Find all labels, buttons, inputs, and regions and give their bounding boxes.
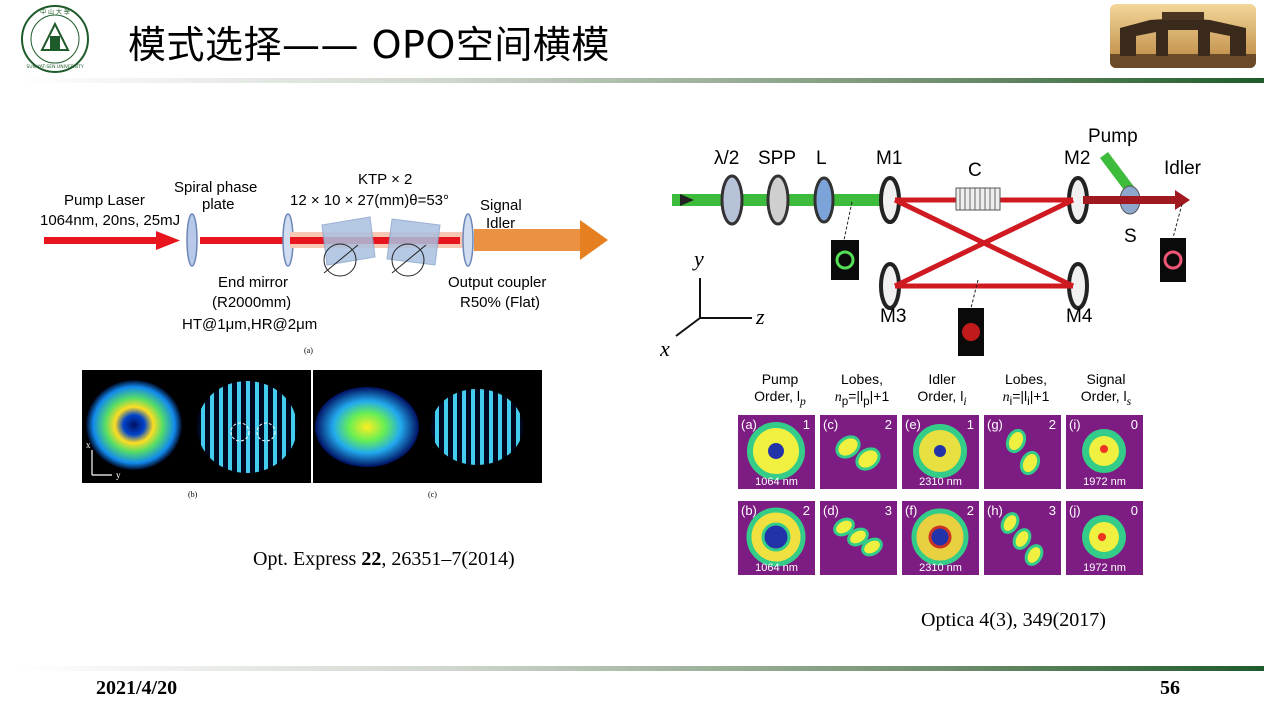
col-header-pump: Pump Order, lp — [754, 371, 806, 408]
ktp-dims-label: 12 × 10 × 27(mm)θ=53° — [290, 192, 449, 209]
two-lobe-mode-image — [835, 435, 881, 471]
idler-label: Idler — [486, 215, 515, 232]
campus-gate-photo — [1110, 4, 1256, 68]
subfig-b-label: (b) — [188, 490, 198, 499]
col-header-idler: Idler Order, li — [917, 371, 967, 408]
m2-label: M2 — [1064, 148, 1090, 169]
pump-params-label: 1064nm, 20ns, 25mJ — [40, 212, 180, 229]
m1-label: M1 — [876, 148, 902, 169]
spiral-phase-label: Spiral phase — [174, 179, 257, 196]
three-lobe-mode-image — [1000, 512, 1044, 566]
subfig-c-label: (c) — [428, 490, 437, 499]
beam-images-bc: x y (b) (c) — [82, 370, 542, 499]
output-coupler-r: R50% (Flat) — [460, 294, 540, 311]
half-wave-label: λ/2 — [714, 148, 739, 169]
citation-optica: Optica 4(3), 349(2017) — [921, 609, 1106, 631]
ktp-label: KTP × 2 — [358, 171, 412, 188]
end-mirror-radius: (R2000mm) — [212, 294, 291, 311]
mode-panel-g: (g) 2 — [984, 415, 1061, 489]
three-lobe-mode-image — [833, 517, 883, 557]
donut-mode-image — [747, 422, 805, 480]
m4-label: M4 — [1066, 306, 1093, 327]
setup-axis-y: y — [692, 246, 704, 271]
mode-panel-e: (e) 1 2310 nm — [902, 415, 979, 489]
col-header-idler-lobes: Lobes, ni=|li|+1 — [1002, 371, 1050, 408]
gaussian-mode-image — [1082, 515, 1126, 559]
page-number: 56 — [1160, 677, 1180, 699]
mode-panel-j: (j) 0 1972 nm — [1066, 501, 1143, 575]
citation-volume: 22 — [361, 548, 382, 570]
col-header-signal: Signal Order, ls — [1080, 371, 1132, 408]
setup-axis-x: x — [660, 336, 670, 361]
m3-label: M3 — [880, 306, 906, 327]
lens-label: L — [816, 148, 827, 169]
mode-panel-b: (b) 2 1064 nm — [738, 501, 815, 575]
end-mirror-coating: HT@1μm,HR@2μm — [182, 316, 317, 333]
col-header-pump-lobes: Lobes, np=|lp|+1 — [834, 371, 890, 408]
slide-title: 模式选择—— OPO空间横模 — [128, 23, 610, 67]
footer-divider — [16, 666, 1264, 671]
end-mirror-label: End mirror — [218, 274, 288, 291]
crystal-label: C — [968, 160, 982, 181]
setup-axis-z: z — [755, 304, 765, 329]
subfig-a-label: (a) — [304, 346, 313, 355]
citation-suffix: , 26351–7(2014) — [381, 548, 515, 570]
spp-label: SPP — [758, 148, 796, 169]
mode-panel-c: (c) 2 — [820, 415, 897, 489]
mode-panel-d: (d) 3 — [820, 501, 897, 575]
mode-panel-grid: Pump Order, lp Lobes, np=|lp|+1 Idler Or… — [736, 371, 1146, 579]
output-coupler-label: Output coupler — [448, 274, 546, 291]
two-lobe-mode-image — [1005, 428, 1041, 476]
beam-axis-x: x — [86, 440, 91, 450]
mode-panel-a: (a) 1 1064 nm — [738, 415, 815, 489]
beam-axis-y: y — [116, 470, 121, 480]
donut-mode-image — [746, 507, 806, 567]
opo-schematic-a: Pump Laser 1064nm, 20ns, 25mJ Spiral pha… — [40, 171, 608, 355]
splitter-label: S — [1124, 226, 1137, 247]
header-divider — [16, 78, 1264, 83]
svg-text:中 山 大 學: 中 山 大 學 — [40, 8, 70, 16]
pump-laser-label: Pump Laser — [64, 192, 145, 209]
mode-panel-f: (f) 2 2310 nm — [902, 501, 979, 575]
signal-label: Signal — [480, 197, 522, 214]
citation-opt-express: Opt. Express 22, 26351–7(2014) — [253, 548, 515, 571]
mode-panel-i: (i) 0 1972 nm — [1066, 415, 1143, 489]
spiral-phase-label-2: plate — [202, 196, 235, 213]
footer-date: 2021/4/20 — [96, 677, 178, 699]
idler-label: Idler — [1164, 158, 1202, 179]
mode-panel-h: (h) 3 — [984, 501, 1061, 575]
opo-setup-diagram: y z x λ/2 SPP L M1 C M2 Pump Idler S M3 … — [660, 126, 1202, 361]
donut-mode-image — [913, 424, 967, 478]
donut-mode-image — [911, 508, 969, 566]
gaussian-mode-image — [1082, 429, 1126, 473]
university-logo: 中 山 大 學 SUN YAT-SEN UNIVERSITY — [21, 5, 89, 73]
citation-prefix: Opt. Express — [253, 548, 362, 570]
pump-label: Pump — [1088, 126, 1138, 147]
svg-text:SUN YAT-SEN UNIVERSITY: SUN YAT-SEN UNIVERSITY — [26, 64, 83, 70]
